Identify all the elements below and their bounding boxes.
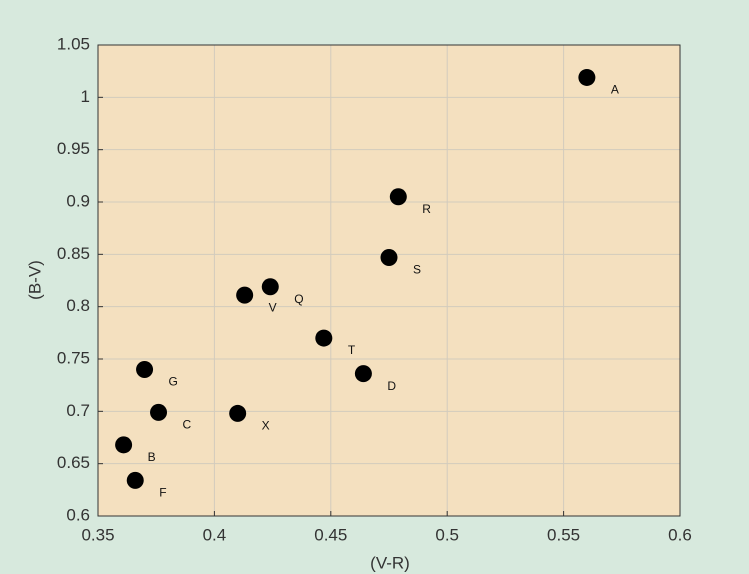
axes-box	[97, 44, 681, 517]
y-tick-label: 1	[81, 87, 90, 106]
point-label: A	[611, 83, 619, 97]
y-tick-label: 0.8	[66, 296, 90, 315]
point-label: V	[269, 300, 277, 314]
point	[115, 436, 133, 454]
point	[136, 360, 154, 378]
point	[229, 404, 247, 422]
point	[380, 248, 398, 266]
y-axis-label: (B-V)	[25, 260, 44, 300]
x-tick-label: 0.35	[81, 525, 114, 544]
point	[261, 278, 279, 296]
point-label: S	[413, 263, 421, 277]
x-tick-label: 0.45	[314, 525, 347, 544]
y-tick-label: 0.7	[66, 401, 90, 420]
x-tick-label: 0.6	[668, 525, 692, 544]
point-label: G	[169, 375, 178, 389]
y-tick-label: 0.85	[57, 244, 90, 263]
point-label: C	[183, 418, 192, 432]
y-tick-label: 0.75	[57, 348, 90, 367]
y-tick-label: 0.65	[57, 453, 90, 472]
point	[578, 68, 596, 86]
point-label: Q	[294, 292, 303, 306]
point	[389, 188, 407, 206]
y-tick-label: 0.9	[66, 191, 90, 210]
y-tick-label: 0.6	[66, 505, 90, 524]
y-tick-label: 0.95	[57, 139, 90, 158]
point-label: D	[387, 379, 396, 393]
x-tick-label: 0.4	[203, 525, 227, 544]
point	[150, 403, 168, 421]
plot-area	[98, 45, 680, 516]
point-label: R	[422, 202, 431, 216]
x-tick-label: 0.55	[547, 525, 580, 544]
point	[236, 286, 254, 304]
point	[126, 471, 144, 489]
x-tick-label: 0.5	[435, 525, 459, 544]
point-label: X	[262, 419, 270, 433]
x-axis-label: (V-R)	[370, 553, 410, 572]
point	[315, 329, 333, 347]
point-label: B	[148, 450, 156, 464]
point-label: F	[159, 486, 166, 500]
point-label: T	[348, 343, 356, 357]
point	[354, 365, 372, 383]
y-tick-label: 1.05	[57, 34, 90, 53]
